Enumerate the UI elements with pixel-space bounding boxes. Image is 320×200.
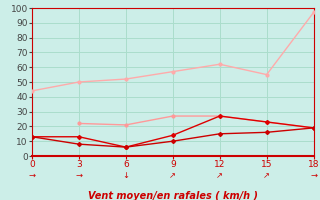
Text: →: → xyxy=(76,171,83,180)
X-axis label: Vent moyen/en rafales ( km/h ): Vent moyen/en rafales ( km/h ) xyxy=(88,191,258,200)
Text: ↓: ↓ xyxy=(122,171,129,180)
Text: ↗: ↗ xyxy=(263,171,270,180)
Text: →: → xyxy=(28,171,36,180)
Text: ↗: ↗ xyxy=(216,171,223,180)
Text: ↗: ↗ xyxy=(169,171,176,180)
Text: →: → xyxy=(310,171,317,180)
